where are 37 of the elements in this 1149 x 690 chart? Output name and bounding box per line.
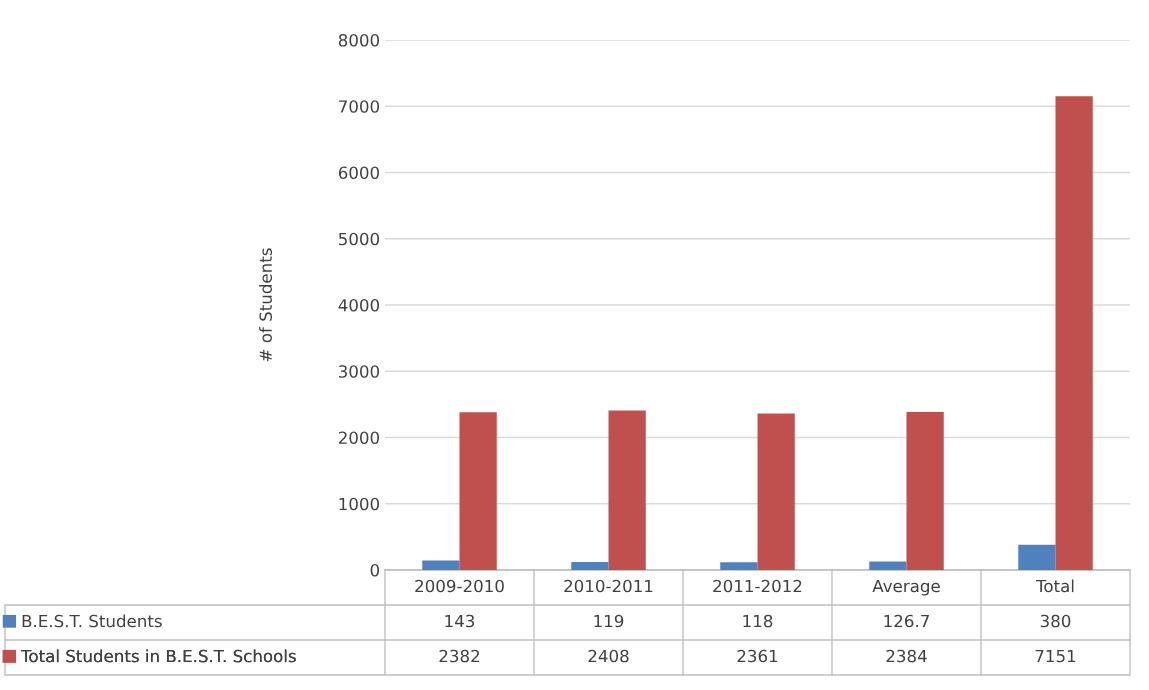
bar [422,560,460,570]
y-tick-label: 0 [370,563,380,577]
data-label: 7151 [1035,649,1076,663]
data-label: 380 [1040,614,1071,628]
y-tick-label: 7000 [339,100,380,113]
x-tick-label: Total [1035,579,1074,593]
y-tick-label: 8000 [338,33,380,47]
y-axis-title: # of Students [259,248,272,362]
bar [1055,96,1093,570]
data-label: 2384 [886,649,927,663]
bar [906,412,944,570]
data-label: 118 [743,614,773,628]
data-label: 2382 [439,649,480,663]
data-label: 2408 [588,649,629,663]
x-tick-label: 2011-2012 [713,579,802,593]
data-label: 126.7 [884,614,929,628]
bar [720,562,758,570]
bar [757,413,795,570]
y-tick-label: 6000 [338,166,380,180]
bar [869,561,907,570]
data-label: 143 [445,614,475,628]
x-tick-label: Average [872,579,940,596]
y-tick-label: 5000 [339,232,380,246]
data-label: 119 [594,614,624,628]
data-label: 2361 [737,649,778,663]
legend-label: B.E.S.T. Students [22,614,162,628]
x-tick-label: 2009-2010 [415,579,504,593]
bar [571,562,609,570]
bar [1018,544,1056,570]
y-tick-label: 2000 [338,431,380,445]
x-tick-label: 2010-2011 [564,579,653,593]
y-tick-label: 3000 [338,365,380,378]
legend-label: Total Students in B.E.S.T. Schools [21,649,296,663]
y-tick-label: 4000 [338,298,380,312]
bar [459,412,497,570]
bar [608,410,646,570]
y-tick-label: 1000 [339,497,380,511]
